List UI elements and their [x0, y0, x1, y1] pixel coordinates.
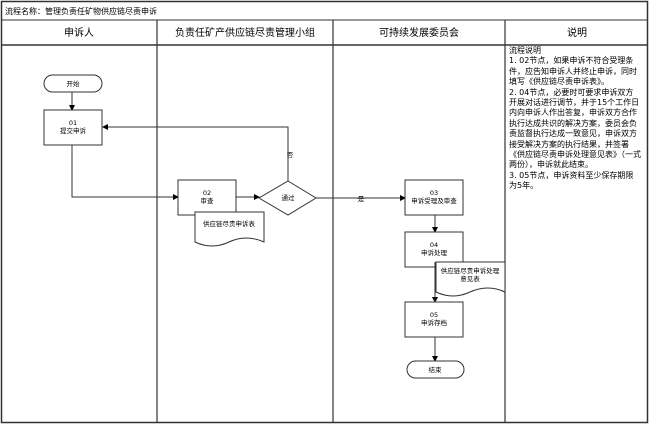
step-02: [177, 179, 237, 216]
connector-no: [102, 124, 289, 181]
document-handling-opinion-form: [435, 261, 506, 297]
lane-header-committee: 可持续发展委员会: [379, 26, 459, 39]
process-notes: 流程说明 1. 02节点，如果申诉不符合受理条件，应告知申诉人并终止申诉，同时填…: [509, 46, 641, 191]
start-terminator: [43, 74, 103, 93]
step-04-label: 申诉处理: [421, 248, 448, 257]
no-label: 否: [287, 151, 294, 159]
decision-label: 通过: [282, 193, 296, 202]
document-complaint-form-label: 供应链尽责申诉表: [203, 219, 256, 228]
process-title: 流程名称：管理负责任矿物供应链尽责申诉: [5, 6, 157, 16]
decision-pass: [258, 180, 317, 216]
step-02-id: 02: [203, 189, 211, 197]
step-03: [404, 179, 464, 216]
connector: [71, 145, 179, 200]
start-label: 开始: [67, 79, 81, 88]
step-01: [43, 109, 103, 146]
step-03-label: 申诉受理及审查: [411, 196, 457, 205]
step-05-id: 05: [430, 311, 438, 319]
step-01-id: 01: [69, 119, 77, 127]
document-handling-form-label-2: 意见表: [460, 274, 480, 283]
step-05-label: 申诉存档: [421, 318, 447, 327]
step-03-id: 03: [430, 189, 438, 197]
step-04: [404, 231, 464, 268]
step-02-label: 审查: [201, 196, 215, 205]
yes-label: 是: [358, 195, 365, 203]
end-terminator: [406, 360, 465, 379]
step-05: [404, 301, 464, 338]
step-01-label: 提交申诉: [60, 126, 87, 135]
lane-header-notes: 说明: [567, 26, 587, 39]
lane-header-complainant: 申诉人: [64, 26, 94, 39]
document-complaint-form: [194, 211, 265, 247]
end-label: 结束: [429, 365, 443, 374]
lane-header-management-group: 负责任矿产供应链尽责管理小组: [175, 26, 315, 39]
document-handling-form-label: 供应链尽责申诉处理: [441, 266, 500, 275]
step-04-id: 04: [430, 241, 438, 249]
